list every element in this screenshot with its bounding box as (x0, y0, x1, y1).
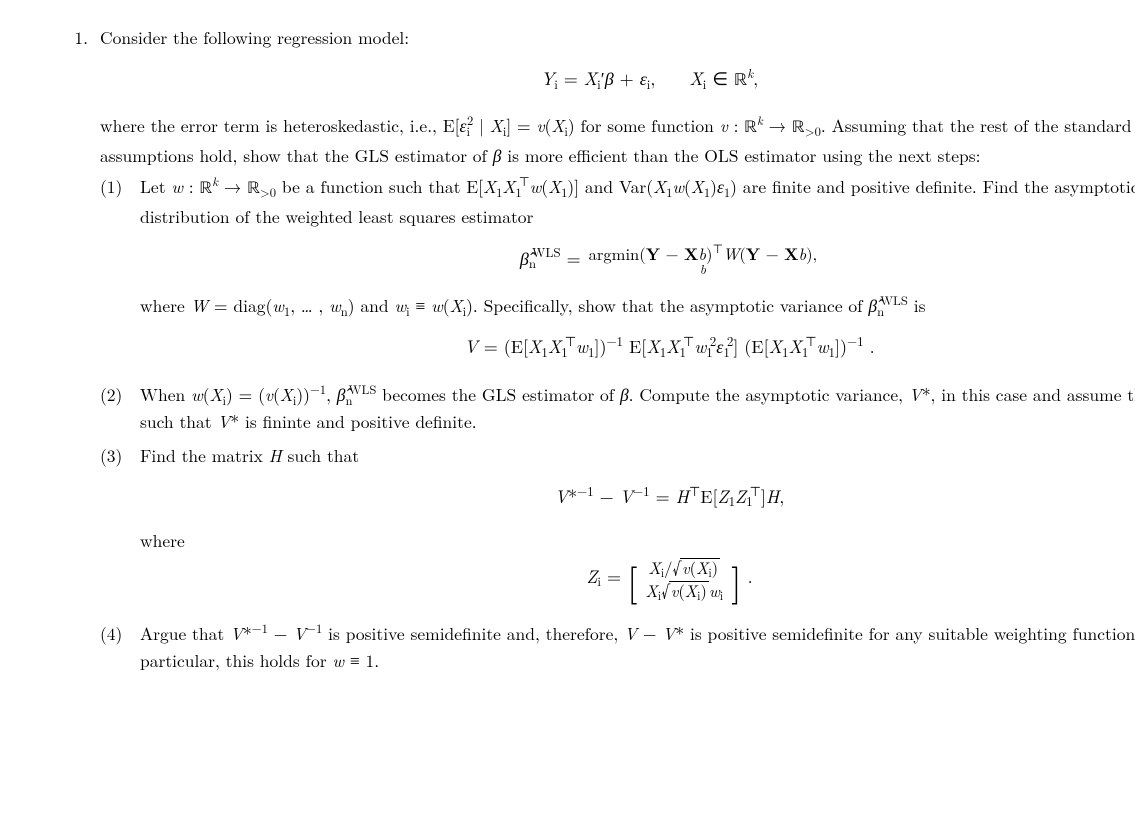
model-equation: Yi = Xi′β + εi, Xi ∈ ℝk, (100, 65, 1135, 96)
step-1: (1) Let w : ℝk → ℝ>0 be a function such … (100, 173, 1135, 377)
step-1-label: (1) (100, 173, 134, 377)
z-tail: . (748, 564, 753, 589)
step-3: (3) Find the matrix H such that V*−1 − V… (100, 442, 1135, 616)
step-1-line-1: Let w : ℝk → ℝ>0 be a function such that… (140, 173, 1135, 230)
step-2-body: When w(Xi) = (v(Xi))−1, β̂nWLS becomes t… (140, 381, 1135, 437)
asymptotic-variance-V: V = (E[X1X1⊤w1])−1 E[X1X1⊤w12ε12] (E[X1X… (140, 333, 1135, 361)
step-4-body: Argue that V*−1 − V−1 is positive semide… (140, 620, 1135, 676)
step-3-where: where (140, 527, 1135, 554)
Z-definition: Zi = [ Xi/√v(Xi) Xi√v(Xi)wi ] . (140, 558, 1135, 600)
opening-sentence: Consider the following regression model: (100, 24, 1135, 51)
step-1-line-2: where W = diag(w1, … , wn) and wi ≡ w(Xi… (140, 292, 1135, 319)
step-2: (2) When w(Xi) = (v(Xi))−1, β̂nWLS becom… (100, 381, 1135, 437)
step-4-text: Argue that V*−1 − V−1 is positive semide… (140, 620, 1135, 674)
problem-1: 1. Consider the following regression mod… (64, 24, 1135, 676)
step-4-label: (4) (100, 620, 134, 676)
step-1-body: Let w : ℝk → ℝ>0 be a function such that… (140, 173, 1135, 377)
step-2-label: (2) (100, 381, 134, 437)
step-4: (4) Argue that V*−1 − V−1 is positive se… (100, 620, 1135, 676)
step-3-line-1: Find the matrix H such that (140, 442, 1135, 469)
heteroskedastic-paragraph: where the error term is heteroskedastic,… (100, 112, 1135, 169)
step-3-label: (3) (100, 442, 134, 616)
step-3-body: Find the matrix H such that V*−1 − V−1 =… (140, 442, 1135, 616)
Vstar-minus-V-equation: V*−1 − V−1 = H⊤E[Z1Z1⊤]H, (140, 483, 1135, 511)
step-2-text: When w(Xi) = (v(Xi))−1, β̂nWLS becomes t… (140, 381, 1135, 435)
wls-estimator-definition: β̂nWLS = argmin(Y − Xb)⊤W(Y − Xb), b (140, 245, 1135, 277)
problem-body: Consider the following regression model:… (100, 24, 1135, 676)
problem-number: 1. (64, 24, 92, 676)
